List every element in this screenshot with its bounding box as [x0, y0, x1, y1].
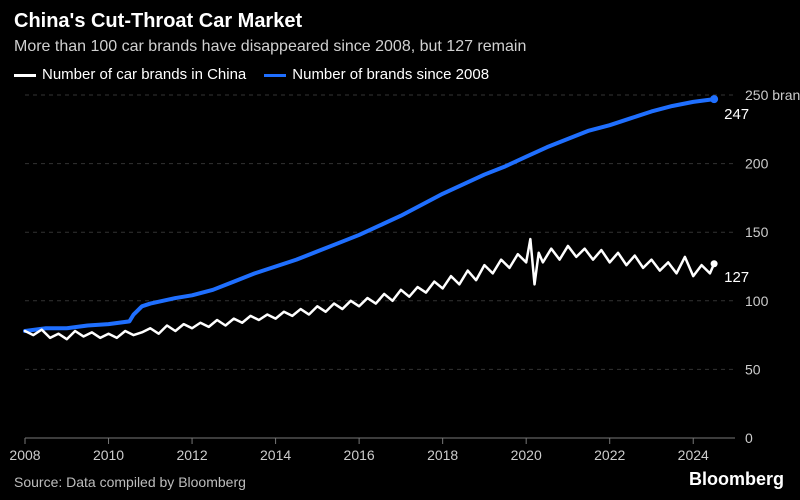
series-line [25, 99, 714, 331]
series-end-marker [711, 260, 718, 267]
series-end-label: 127 [724, 269, 749, 286]
series-line [25, 239, 714, 339]
chart-svg: 0 50 100 150 200 250 brands 2008 2010 2012 2014 20… [0, 0, 800, 500]
x-axis-label: 2022 [594, 447, 625, 463]
x-axis-label: 2014 [260, 447, 291, 463]
x-axis-label: 2012 [176, 447, 207, 463]
chart-source-text: Source: Data compiled by Bloomberg [14, 474, 246, 490]
series-end-label: 247 [724, 106, 749, 123]
series-end-marker [710, 95, 718, 103]
x-axis-label: 2018 [427, 447, 458, 463]
x-axis-label: 2016 [344, 447, 375, 463]
chart-branding-text: Bloomberg [689, 469, 784, 489]
chart-container: China's Cut-Throat Car Market More than … [0, 0, 800, 500]
x-axis-label: 2010 [93, 447, 124, 463]
y-axis-label: 100 [745, 293, 769, 309]
x-axis-label: 2008 [9, 447, 40, 463]
x-axis-label: 2024 [678, 447, 709, 463]
y-axis-label: 150 [745, 224, 769, 240]
y-axis-label: 250 brands [745, 87, 800, 103]
y-axis-label: 0 [745, 430, 753, 446]
chart-source: Source: Data compiled by Bloomberg [14, 474, 246, 490]
y-axis-label: 200 [745, 156, 769, 172]
x-axis-label: 2020 [511, 447, 542, 463]
chart-branding: Bloomberg [689, 469, 784, 490]
y-axis-label: 50 [745, 361, 761, 377]
